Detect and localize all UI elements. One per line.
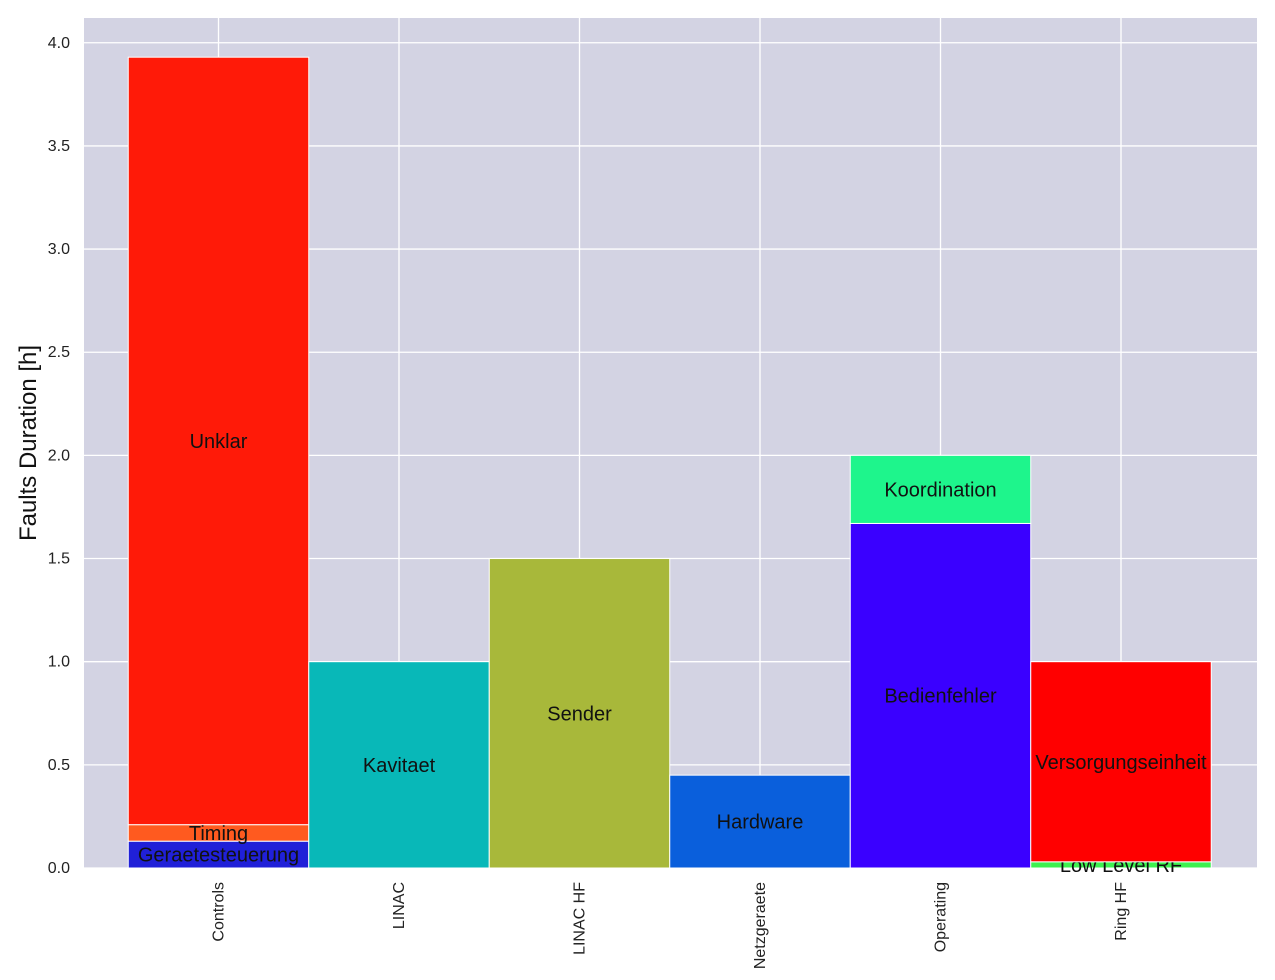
y-axis-ticks: 0.0 0.5 1.0 1.5 2.0 2.5 3.0 3.5 4.0 bbox=[48, 35, 70, 877]
bar-segment-label: Timing bbox=[189, 823, 248, 845]
bar-segment-label: Versorgungseinheit bbox=[1035, 752, 1207, 774]
y-tick-label: 1.5 bbox=[48, 551, 70, 568]
bar-segment bbox=[849, 522, 1032, 869]
x-tick-label: Operating bbox=[933, 882, 950, 952]
bar-segment bbox=[127, 56, 310, 826]
x-axis-ticks: Controls LINAC LINAC HF Netzgeraete Operatin… bbox=[211, 882, 1131, 969]
y-tick-label: 0.0 bbox=[48, 860, 70, 877]
bar-segment bbox=[308, 661, 490, 869]
bar-segment-label: Unklar bbox=[190, 431, 248, 453]
x-tick-label: LINAC HF bbox=[572, 882, 589, 955]
y-axis-label: Faults Duration [h] bbox=[15, 345, 42, 541]
x-tick-label: Ring HF bbox=[1113, 882, 1130, 941]
bar-segment-label: Sender bbox=[547, 703, 612, 725]
bar-segment-label: Hardware bbox=[717, 812, 804, 834]
y-tick-label: 2.0 bbox=[48, 447, 70, 464]
bar-segment bbox=[669, 774, 851, 869]
bar-segment bbox=[488, 558, 671, 869]
bar-segment-label: Geraetesteuerung bbox=[138, 845, 299, 867]
bar-segment-label: Koordination bbox=[884, 479, 996, 501]
x-tick-label: LINAC bbox=[391, 882, 408, 929]
y-tick-label: 0.5 bbox=[48, 757, 70, 774]
bar-segment-label: Bedienfehler bbox=[884, 686, 997, 708]
x-tick-label: Netzgeraete bbox=[752, 882, 769, 969]
y-tick-label: 2.5 bbox=[48, 344, 70, 361]
y-tick-label: 1.0 bbox=[48, 654, 70, 671]
bar-segment bbox=[849, 454, 1032, 524]
x-tick-label: Controls bbox=[211, 882, 228, 942]
y-tick-label: 4.0 bbox=[48, 35, 70, 52]
y-tick-label: 3.5 bbox=[48, 138, 70, 155]
y-tick-label: 3.0 bbox=[48, 241, 70, 258]
bar-segment bbox=[1030, 661, 1212, 863]
bar-segment-label: Kavitaet bbox=[363, 755, 436, 777]
